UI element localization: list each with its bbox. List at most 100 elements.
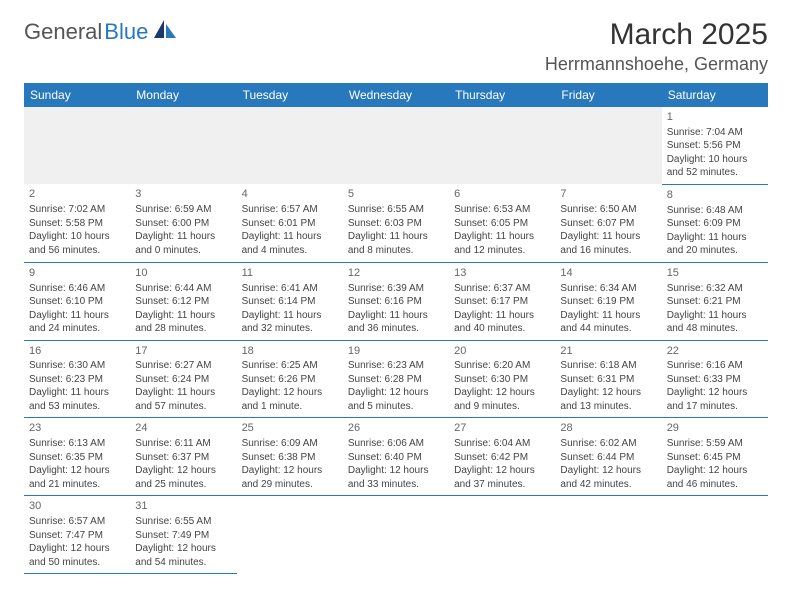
daylight-line: Daylight: 11 hours and 0 minutes. (135, 230, 231, 257)
calendar-cell (449, 107, 555, 184)
calendar-cell: 15Sunrise: 6:32 AMSunset: 6:21 PMDayligh… (662, 262, 768, 340)
day-number: 29 (667, 421, 763, 436)
sunset-line: Sunset: 7:47 PM (29, 529, 125, 543)
sunset-line: Sunset: 6:28 PM (348, 373, 444, 387)
sunset-line: Sunset: 6:38 PM (242, 451, 338, 465)
header: GeneralBlue March 2025 Herrmannshoehe, G… (24, 18, 768, 75)
daylight-line: Daylight: 11 hours and 36 minutes. (348, 309, 444, 336)
weekday-header-row: Sunday Monday Tuesday Wednesday Thursday… (24, 83, 768, 107)
daylight-line: Daylight: 12 hours and 42 minutes. (560, 464, 656, 491)
day-number: 12 (348, 266, 444, 281)
calendar-cell: 4Sunrise: 6:57 AMSunset: 6:01 PMDaylight… (237, 184, 343, 262)
sunrise-line: Sunrise: 6:30 AM (29, 359, 125, 373)
daylight-line: Daylight: 12 hours and 46 minutes. (667, 464, 763, 491)
calendar-cell: 22Sunrise: 6:16 AMSunset: 6:33 PMDayligh… (662, 340, 768, 418)
sunset-line: Sunset: 6:26 PM (242, 373, 338, 387)
sunrise-line: Sunrise: 6:09 AM (242, 437, 338, 451)
daylight-line: Daylight: 11 hours and 32 minutes. (242, 309, 338, 336)
calendar-body: 1Sunrise: 7:04 AMSunset: 5:56 PMDaylight… (24, 107, 768, 574)
calendar-cell: 1Sunrise: 7:04 AMSunset: 5:56 PMDaylight… (662, 107, 768, 184)
calendar-cell: 13Sunrise: 6:37 AMSunset: 6:17 PMDayligh… (449, 262, 555, 340)
calendar-cell (555, 496, 661, 574)
calendar-cell: 8Sunrise: 6:48 AMSunset: 6:09 PMDaylight… (662, 184, 768, 262)
calendar-cell: 25Sunrise: 6:09 AMSunset: 6:38 PMDayligh… (237, 418, 343, 496)
calendar-cell: 7Sunrise: 6:50 AMSunset: 6:07 PMDaylight… (555, 184, 661, 262)
calendar-cell (237, 107, 343, 184)
sunrise-line: Sunrise: 6:23 AM (348, 359, 444, 373)
weekday-header: Saturday (662, 83, 768, 107)
sunrise-line: Sunrise: 6:11 AM (135, 437, 231, 451)
sunrise-line: Sunrise: 6:32 AM (667, 282, 763, 296)
daylight-line: Daylight: 11 hours and 44 minutes. (560, 309, 656, 336)
daylight-line: Daylight: 10 hours and 56 minutes. (29, 230, 125, 257)
sunset-line: Sunset: 6:17 PM (454, 295, 550, 309)
daylight-line: Daylight: 12 hours and 54 minutes. (135, 542, 231, 569)
calendar-row: 23Sunrise: 6:13 AMSunset: 6:35 PM Dayligh… (24, 418, 768, 496)
calendar-row: 9Sunrise: 6:46 AMSunset: 6:10 PMDaylight… (24, 262, 768, 340)
sunset-line: Sunset: 5:58 PM (29, 217, 125, 231)
day-number: 17 (135, 344, 231, 359)
calendar-cell: 5Sunrise: 6:55 AMSunset: 6:03 PMDaylight… (343, 184, 449, 262)
sunset-line: Sunset: 6:42 PM (454, 451, 550, 465)
sunrise-line: Sunrise: 6:41 AM (242, 282, 338, 296)
calendar-cell: 18Sunrise: 6:25 AMSunset: 6:26 PMDayligh… (237, 340, 343, 418)
daylight-line: Daylight: 11 hours and 12 minutes. (454, 230, 550, 257)
calendar-table: Sunday Monday Tuesday Wednesday Thursday… (24, 83, 768, 574)
day-number: 6 (454, 187, 550, 202)
calendar-cell: 6Sunrise: 6:53 AMSunset: 6:05 PMDaylight… (449, 184, 555, 262)
daylight-line: Daylight: 11 hours and 48 minutes. (667, 309, 763, 336)
sunset-line: Sunset: 6:19 PM (560, 295, 656, 309)
calendar-cell: 12Sunrise: 6:39 AMSunset: 6:16 PMDayligh… (343, 262, 449, 340)
day-number: 16 (29, 344, 125, 359)
calendar-cell: 23Sunrise: 6:13 AMSunset: 6:35 PMDayligh… (24, 418, 130, 496)
sunset-line: Sunset: 6:31 PM (560, 373, 656, 387)
calendar-cell: 28Sunrise: 6:02 AMSunset: 6:44 PMDayligh… (555, 418, 661, 496)
day-number: 22 (667, 344, 763, 359)
calendar-cell: 27Sunrise: 6:04 AMSunset: 6:42 PMDayligh… (449, 418, 555, 496)
calendar-cell: 30Sunrise: 6:57 AMSunset: 7:47 PMDayligh… (24, 496, 130, 574)
calendar-cell: 31Sunrise: 6:55 AMSunset: 7:49 PMDayligh… (130, 496, 236, 574)
sunrise-line: Sunrise: 6:34 AM (560, 282, 656, 296)
sunrise-line: Sunrise: 6:55 AM (348, 203, 444, 217)
day-number: 13 (454, 266, 550, 281)
calendar-cell: 16Sunrise: 6:30 AMSunset: 6:23 PMDayligh… (24, 340, 130, 418)
sunset-line: Sunset: 6:35 PM (29, 451, 125, 465)
logo: GeneralBlue (24, 18, 178, 46)
calendar-cell: 20Sunrise: 6:20 AMSunset: 6:30 PMDayligh… (449, 340, 555, 418)
day-number: 31 (135, 499, 231, 514)
day-number: 23 (29, 421, 125, 436)
sunset-line: Sunset: 7:49 PM (135, 529, 231, 543)
day-number: 2 (29, 187, 125, 202)
calendar-row: 1Sunrise: 7:04 AMSunset: 5:56 PMDaylight… (24, 107, 768, 184)
sunrise-line: Sunrise: 6:02 AM (560, 437, 656, 451)
day-number: 30 (29, 499, 125, 514)
calendar-cell: 14Sunrise: 6:34 AMSunset: 6:19 PMDayligh… (555, 262, 661, 340)
weekday-header: Monday (130, 83, 236, 107)
sunset-line: Sunset: 6:23 PM (29, 373, 125, 387)
day-number: 26 (348, 421, 444, 436)
daylight-line: Daylight: 12 hours and 17 minutes. (667, 386, 763, 413)
day-number: 24 (135, 421, 231, 436)
sunrise-line: Sunrise: 6:39 AM (348, 282, 444, 296)
sunrise-line: Sunrise: 6:16 AM (667, 359, 763, 373)
sunrise-line: Sunrise: 6:46 AM (29, 282, 125, 296)
sunrise-line: Sunrise: 6:59 AM (135, 203, 231, 217)
sunset-line: Sunset: 6:09 PM (667, 217, 763, 231)
calendar-cell: 26Sunrise: 6:06 AMSunset: 6:40 PMDayligh… (343, 418, 449, 496)
sunrise-line: Sunrise: 6:13 AM (29, 437, 125, 451)
daylight-line: Daylight: 11 hours and 8 minutes. (348, 230, 444, 257)
weekday-header: Thursday (449, 83, 555, 107)
title-block: March 2025 Herrmannshoehe, Germany (545, 18, 768, 75)
calendar-cell: 2Sunrise: 7:02 AMSunset: 5:58 PMDaylight… (24, 184, 130, 262)
day-number: 21 (560, 344, 656, 359)
sunset-line: Sunset: 6:37 PM (135, 451, 231, 465)
sunrise-line: Sunrise: 6:04 AM (454, 437, 550, 451)
day-number: 8 (667, 188, 763, 203)
daylight-line: Daylight: 11 hours and 28 minutes. (135, 309, 231, 336)
sunrise-line: Sunrise: 6:50 AM (560, 203, 656, 217)
sunset-line: Sunset: 6:14 PM (242, 295, 338, 309)
calendar-cell: 3Sunrise: 6:59 AMSunset: 6:00 PMDaylight… (130, 184, 236, 262)
day-number: 20 (454, 344, 550, 359)
sunset-line: Sunset: 6:12 PM (135, 295, 231, 309)
sunset-line: Sunset: 6:44 PM (560, 451, 656, 465)
